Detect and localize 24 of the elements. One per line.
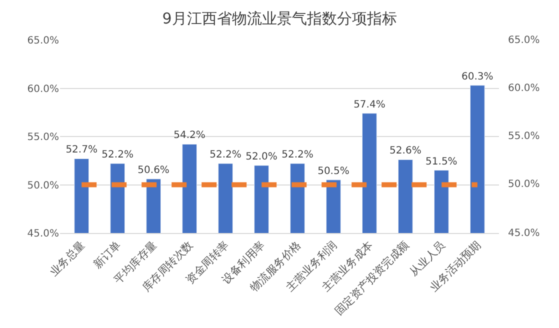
data-label: 52.2%	[102, 150, 134, 161]
data-label: 52.6%	[390, 146, 422, 157]
data-label: 52.7%	[66, 144, 98, 156]
y2-tick-label: 60.0%	[508, 83, 540, 94]
y2-tick-label: 45.0%	[508, 228, 540, 239]
y-tick-label: 45.0%	[27, 228, 59, 240]
data-label: 60.3%	[462, 71, 494, 82]
y-tick-label: 50.0%	[27, 180, 59, 192]
data-label: 52.2%	[282, 150, 314, 161]
x-tick-label: 业务总量	[47, 238, 88, 279]
y2-tick-label: 55.0%	[508, 131, 540, 142]
data-label: 52.0%	[246, 151, 278, 162]
y-tick-label: 65.0%	[27, 36, 59, 46]
y-tick-label: 60.0%	[27, 84, 59, 95]
data-label: 57.4%	[354, 99, 386, 110]
y2-tick-label: 65.0%	[508, 35, 540, 46]
y-tick-label: 55.0%	[27, 132, 59, 143]
data-label: 54.2%	[174, 130, 206, 142]
data-label: 50.6%	[138, 164, 170, 176]
data-label: 52.2%	[210, 150, 242, 161]
data-label: 51.5%	[426, 156, 458, 168]
y2-tick-label: 50.0%	[508, 179, 540, 190]
data-label: 50.5%	[318, 166, 350, 177]
chart-title: 9月江西省物流业景气指数分项指标	[162, 10, 397, 28]
